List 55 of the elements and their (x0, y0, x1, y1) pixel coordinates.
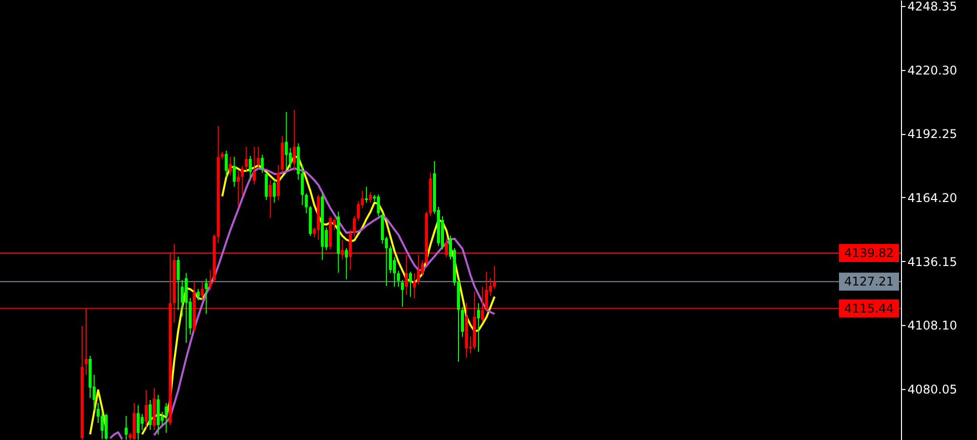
candlestick (356, 200, 360, 222)
candlestick (268, 179, 272, 218)
candlestick (148, 399, 152, 430)
candlestick (493, 265, 496, 290)
y-tick-label: 4136.15 (908, 254, 958, 269)
candlestick (292, 109, 296, 172)
candlestick (140, 414, 144, 430)
candlestick (376, 194, 380, 217)
y-tick-label: 4108.10 (908, 318, 958, 333)
candlestick (208, 270, 212, 291)
candlestick (144, 389, 148, 428)
ref-line-label: 4139.82 (844, 246, 894, 260)
candlestick (236, 170, 240, 206)
candlestick (136, 404, 140, 440)
candlestick (256, 146, 260, 169)
y-tick-label: 4164.20 (908, 190, 958, 205)
candlestick (240, 166, 244, 196)
candlestick (104, 413, 108, 440)
candlestick (461, 306, 464, 338)
candlestick (244, 146, 248, 172)
candlestick (224, 150, 228, 178)
candlestick (196, 288, 200, 301)
candlestick (400, 279, 404, 308)
y-tick-label: 4220.30 (908, 63, 958, 78)
y-tick-label: 4192.25 (908, 127, 958, 142)
candlestick (364, 186, 368, 203)
candlestick (260, 154, 264, 174)
candlestick (304, 192, 308, 214)
candlestick (276, 164, 280, 201)
candlestick (388, 245, 392, 274)
candlestick (100, 411, 104, 440)
candlestick (368, 192, 372, 203)
candlestick (204, 278, 208, 314)
ref-line-label: 4115.44 (844, 301, 894, 316)
candlestick (248, 155, 252, 178)
candlestick (284, 111, 288, 170)
candlestick (477, 302, 480, 352)
candlestick (164, 402, 168, 434)
candlestick (252, 146, 256, 185)
candlestick (228, 156, 232, 176)
candlestick (176, 256, 180, 310)
candlestick (396, 270, 400, 288)
y-tick-label: 4248.35 (908, 0, 958, 14)
ref-line-label: 4127.21 (844, 274, 894, 289)
candlestick (408, 271, 412, 298)
candlestick (124, 415, 128, 440)
candlestick (412, 272, 416, 299)
candlestick (352, 216, 356, 238)
candlestick (272, 179, 276, 203)
candlestick (344, 247, 348, 280)
candlestick (200, 281, 204, 301)
candlestick (232, 156, 236, 188)
y-tick-label: 4080.05 (908, 382, 958, 396)
candlestick (180, 279, 184, 317)
candlestick (264, 172, 268, 200)
